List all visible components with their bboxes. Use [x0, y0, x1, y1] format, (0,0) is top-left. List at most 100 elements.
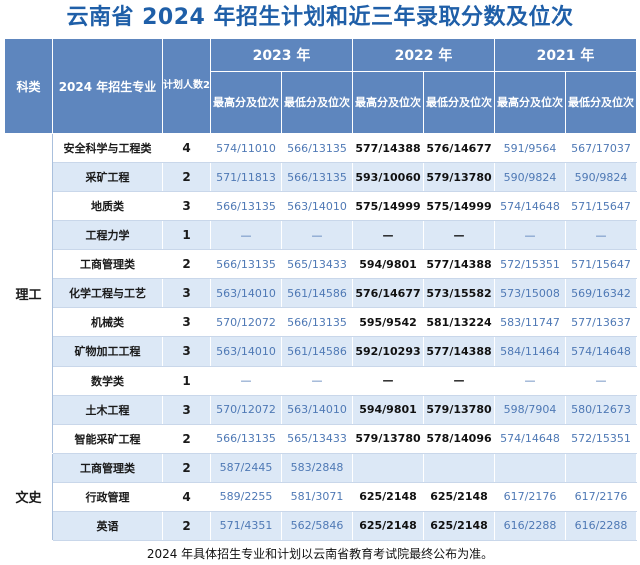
plan-cell: 3: [162, 278, 211, 309]
score-rank-cell: 572/15351: [494, 249, 566, 280]
admission-table: 科类 2024 年招生专业 计划人数2024 2023 年 2022 年 202…: [4, 38, 637, 542]
score-rank-cell: 577/14388: [352, 132, 424, 164]
table-row: 工程力学 1— — — — — —: [5, 220, 637, 251]
major-cell: 英语: [52, 510, 163, 542]
score-rank-cell: —: [210, 220, 282, 251]
score-rank-cell: 590/9824: [565, 162, 637, 193]
score-rank-cell: 616/2288: [494, 510, 566, 542]
score-rank-cell: —: [565, 365, 637, 396]
major-cell: 工商管理类: [52, 249, 163, 280]
score-rank-cell: 571/4351: [210, 510, 282, 542]
score-rank-cell: 577/13637: [565, 307, 637, 338]
category-cell: 理工: [4, 133, 53, 454]
page-title: 云南省 2024 年招生计划和近三年录取分数及位次: [66, 5, 574, 30]
plan-cell: 2: [162, 510, 211, 542]
score-rank-cell: 591/9564: [494, 132, 566, 164]
score-rank-cell: —: [423, 220, 495, 251]
table-row: 化学工程与工艺 3 563/14010 561/14586 576/14677 573/1…: [5, 278, 637, 309]
table-row: 数学类 1— — — — — —: [5, 365, 637, 396]
plan-cell: 3: [162, 191, 211, 222]
major-cell: 机械类: [52, 307, 163, 338]
score-rank-cell: 590/9824: [494, 162, 566, 193]
score-rank-cell: 578/14096: [423, 423, 495, 454]
score-rank-cell: 577/14388: [423, 249, 495, 280]
table-row: 地质类 3 566/13135 563/14010 575/14999 575/14999…: [5, 191, 637, 222]
major-cell: 行政管理: [52, 481, 163, 512]
score-rank-cell: 625/2148: [352, 510, 424, 542]
score-rank-cell: [423, 452, 495, 483]
header-2021-highest: 最高分及位次: [494, 71, 566, 134]
score-rank-cell: 581/13224: [423, 307, 495, 338]
score-rank-cell: 572/15351: [565, 423, 637, 454]
score-rank-cell: —: [494, 220, 566, 251]
score-rank-cell: 563/14010: [210, 336, 282, 367]
score-rank-cell: 617/2176: [565, 481, 637, 512]
score-rank-cell: 565/13433: [281, 249, 353, 280]
score-rank-cell: 563/14010: [281, 191, 353, 222]
plan-cell: 2: [162, 423, 211, 454]
header-2023-highest: 最高分及位次: [210, 71, 282, 134]
score-rank-cell: 571/15647: [565, 249, 637, 280]
score-rank-cell: 570/12072: [210, 394, 282, 425]
score-rank-cell: 592/10293: [352, 336, 424, 367]
score-rank-cell: 581/3071: [281, 481, 353, 512]
score-rank-cell: [494, 452, 566, 483]
score-rank-cell: 574/14648: [565, 336, 637, 367]
table-row: 机械类 3 570/12072 566/13135 595/9542 581/13224 5…: [5, 307, 637, 338]
header-category: 科类: [4, 38, 53, 134]
score-rank-cell: 574/11010: [210, 132, 282, 164]
score-rank-cell: 573/15582: [423, 278, 495, 309]
score-rank-cell: —: [281, 365, 353, 396]
score-rank-cell: 567/17037: [565, 132, 637, 164]
score-rank-cell: —: [210, 365, 282, 396]
score-rank-cell: 575/14999: [423, 191, 495, 222]
score-rank-cell: 562/5846: [281, 510, 353, 542]
header-2023-lowest: 最低分及位次: [281, 71, 353, 134]
score-rank-cell: 561/14586: [281, 278, 353, 309]
score-rank-cell: —: [352, 220, 424, 251]
score-rank-cell: 574/14648: [494, 191, 566, 222]
score-rank-cell: 625/2148: [423, 481, 495, 512]
plan-cell: 3: [162, 336, 211, 367]
table-row: 采矿工程 2 571/11813 566/13135 593/10060 579/1378…: [5, 162, 637, 193]
score-rank-cell: 570/12072: [210, 307, 282, 338]
table-row: 智能采矿工程 2 566/13135 565/13433 579/13780 578/14…: [5, 423, 637, 454]
header-2021-lowest: 最低分及位次: [565, 71, 637, 134]
major-cell: 工程力学: [52, 220, 163, 251]
header-2022-highest: 最高分及位次: [352, 71, 424, 134]
score-rank-cell: 587/2445: [210, 452, 282, 483]
score-rank-cell: 563/14010: [281, 394, 353, 425]
footnote: 2024 年具体招生专业和计划以云南省教育考试院最终公布为准。: [146, 547, 494, 561]
score-rank-cell: 617/2176: [494, 481, 566, 512]
score-rank-cell: 594/9801: [352, 394, 424, 425]
major-cell: 智能采矿工程: [52, 423, 163, 454]
score-rank-cell: 566/13135: [210, 191, 282, 222]
score-rank-cell: 594/9801: [352, 249, 424, 280]
plan-cell: 3: [162, 307, 211, 338]
major-cell: 安全科学与工程类: [52, 132, 163, 164]
score-rank-cell: 569/16342: [565, 278, 637, 309]
header-plan: 计划人数2024: [162, 38, 211, 134]
score-rank-cell: 576/14677: [352, 278, 424, 309]
major-cell: 工商管理类: [52, 452, 163, 483]
table-row: 理工 安全科学与工程类 4 574/11010 566/13135 577/14388 57…: [4, 132, 637, 454]
score-rank-cell: 579/13780: [423, 394, 495, 425]
score-rank-cell: —: [352, 365, 424, 396]
score-rank-cell: 583/11747: [494, 307, 566, 338]
plan-cell: 3: [162, 394, 211, 425]
header-year-2023: 2023 年: [210, 38, 353, 72]
score-rank-cell: 583/2848: [281, 452, 353, 483]
score-rank-cell: 625/2148: [423, 510, 495, 542]
score-rank-cell: 575/14999: [352, 191, 424, 222]
score-rank-cell: —: [281, 220, 353, 251]
header-year-2021: 2021 年: [494, 38, 637, 72]
major-cell: 采矿工程: [52, 162, 163, 193]
header-year-2022: 2022 年: [352, 38, 495, 72]
score-rank-cell: 584/11464: [494, 336, 566, 367]
score-rank-cell: —: [494, 365, 566, 396]
score-rank-cell: 579/13780: [352, 423, 424, 454]
plan-cell: 2: [162, 162, 211, 193]
category-cell: 文史: [4, 452, 53, 542]
table-row: 矿物加工工程 3 563/14010 561/14586 592/10293 577/14…: [5, 336, 637, 367]
score-rank-cell: 571/15647: [565, 191, 637, 222]
